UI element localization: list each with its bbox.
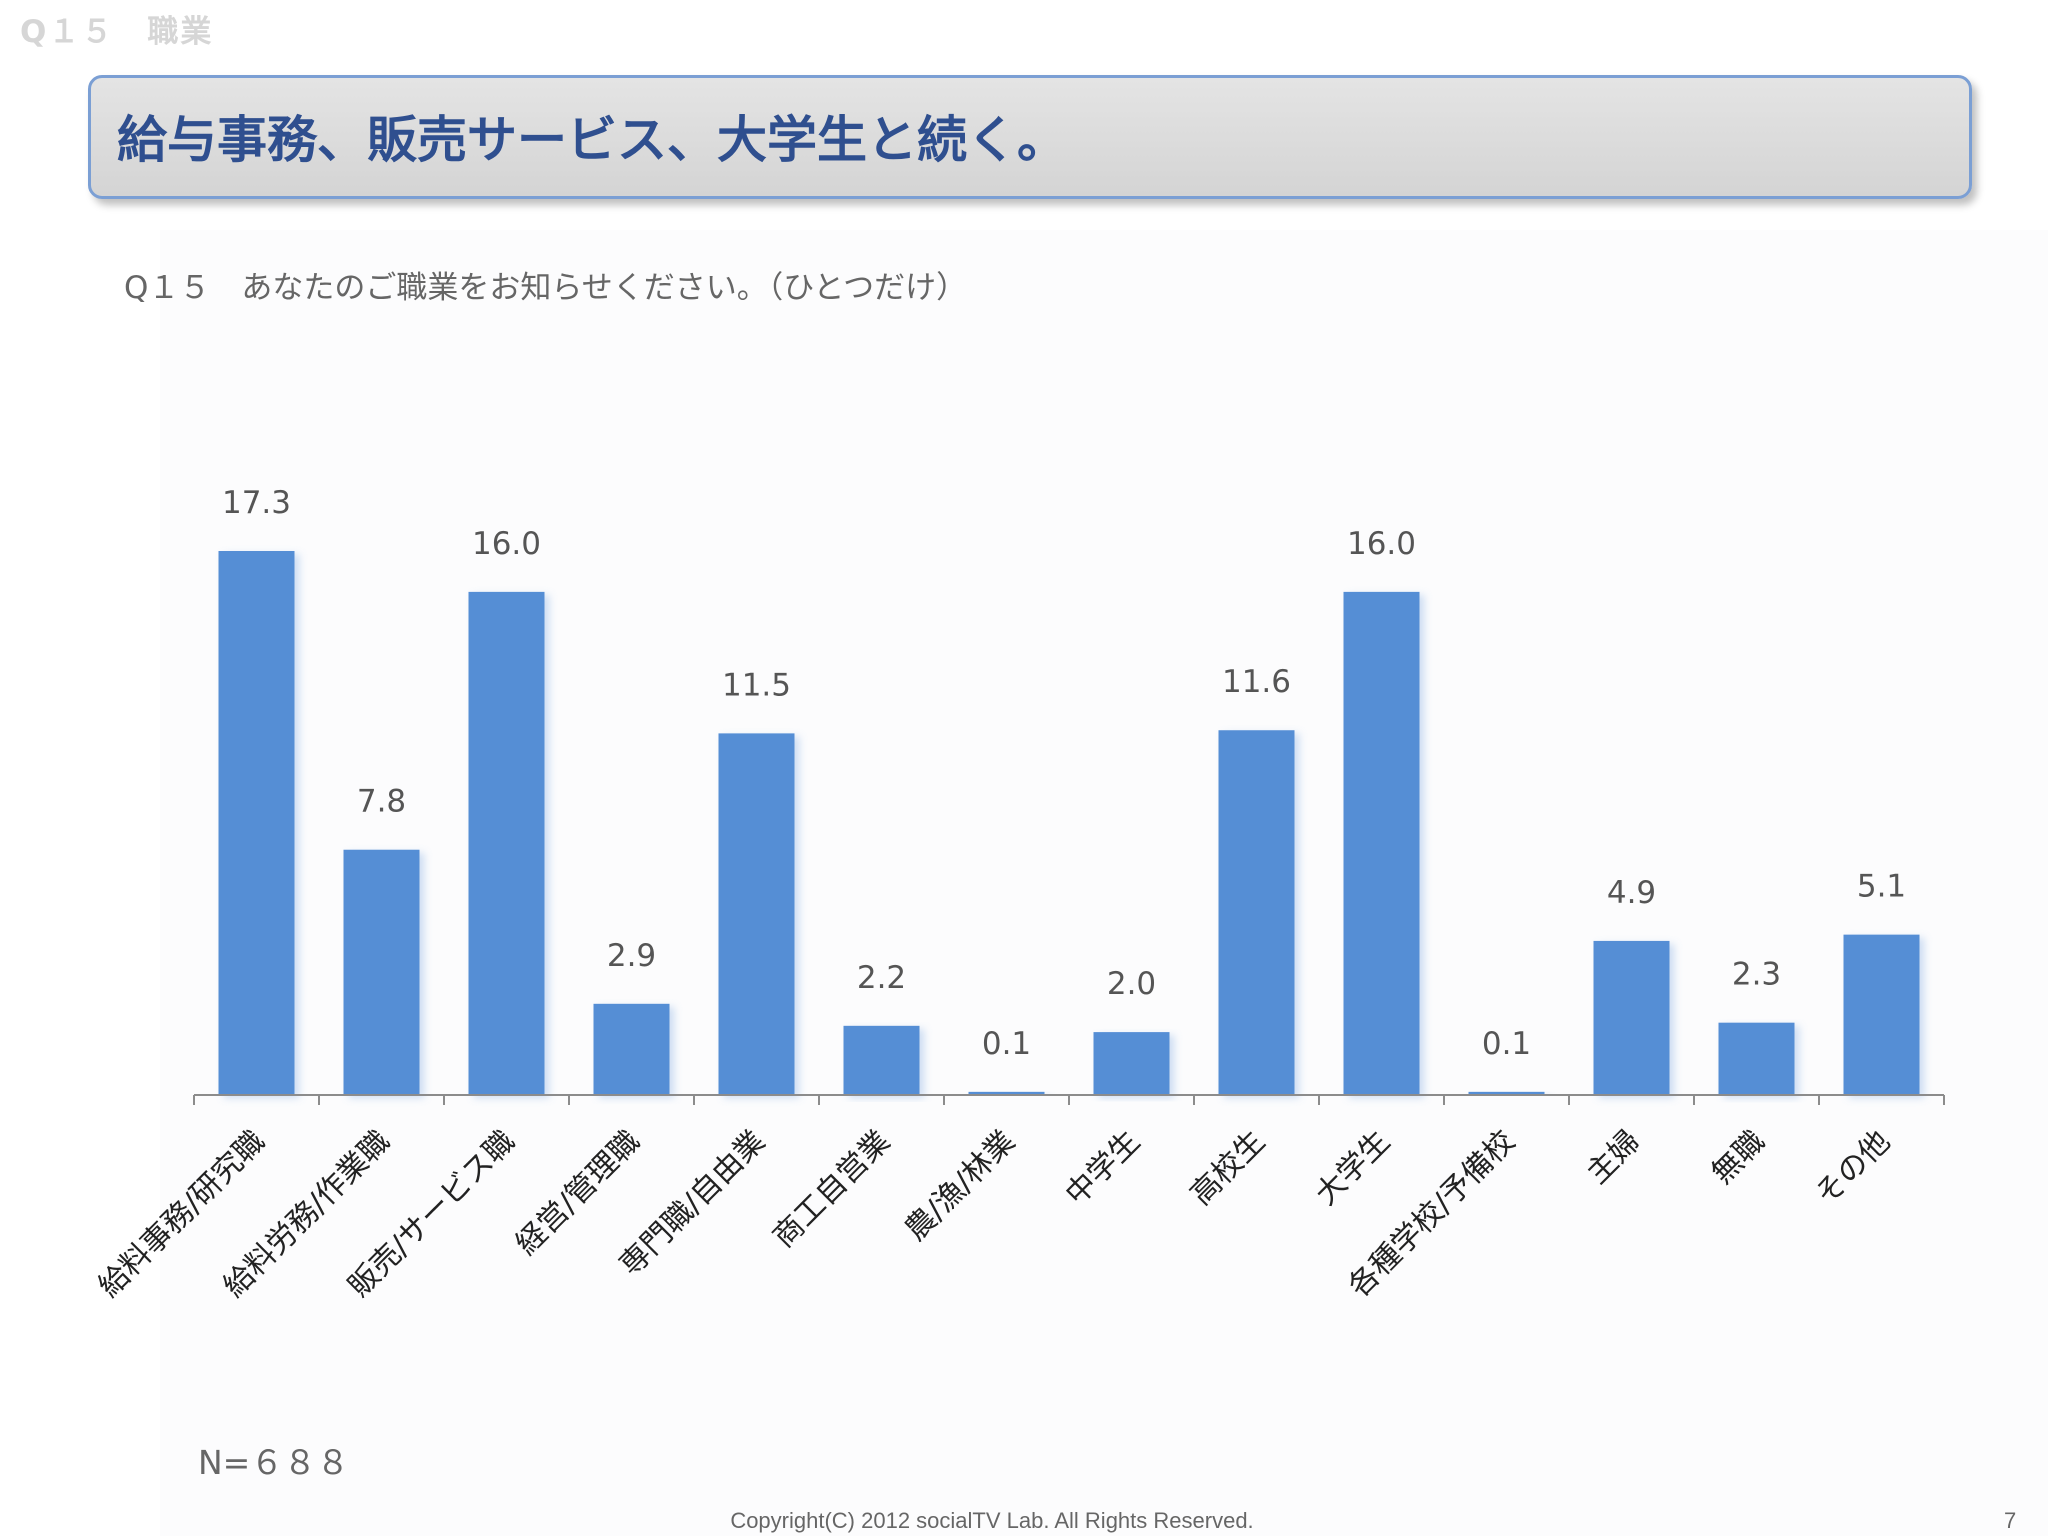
value-label-4: 11.5 — [722, 667, 791, 703]
bar-1 — [343, 849, 420, 1095]
headline-text: 給与事務、販売サービス、大学生と続く。 — [117, 111, 1067, 169]
bar-4 — [718, 733, 795, 1095]
question-text: Q１５ あなたのご職業をお知らせください。（ひとつだけ） — [124, 270, 968, 306]
sample-size-label: N=６８８ — [198, 1443, 350, 1482]
category-label-11: 主婦 — [1580, 1124, 1647, 1191]
category-label-13: その他 — [1809, 1124, 1897, 1212]
bar-7 — [1093, 1032, 1170, 1095]
bar-11 — [1593, 940, 1670, 1095]
value-label-9: 16.0 — [1347, 526, 1416, 562]
value-label-1: 7.8 — [357, 784, 406, 820]
value-label-5: 2.2 — [857, 960, 906, 996]
bar-9 — [1343, 591, 1420, 1095]
bar-13 — [1843, 934, 1920, 1095]
value-label-10: 0.1 — [1482, 1026, 1531, 1062]
category-label-6: 農/漁/林業 — [898, 1124, 1022, 1248]
category-label-12: 無職 — [1705, 1124, 1772, 1191]
value-label-12: 2.3 — [1732, 957, 1781, 993]
bar-5 — [843, 1025, 920, 1095]
value-label-8: 11.6 — [1222, 664, 1291, 700]
bar-12 — [1718, 1022, 1795, 1095]
value-label-3: 2.9 — [607, 938, 656, 974]
bar-0 — [218, 551, 295, 1095]
section-label: Q１５ 職業 — [20, 14, 214, 50]
headline-banner: 給与事務、販売サービス、大学生と続く。 — [88, 75, 1972, 199]
category-label-7: 中学生 — [1059, 1124, 1147, 1212]
bar-6 — [968, 1091, 1045, 1095]
value-label-7: 2.0 — [1107, 966, 1156, 1002]
value-label-6: 0.1 — [982, 1026, 1031, 1062]
category-label-5: 商工自営業 — [766, 1124, 897, 1255]
bar-2 — [468, 591, 545, 1095]
bar-3 — [593, 1003, 670, 1095]
copyright-footer: Copyright(C) 2012 socialTV Lab. All Righ… — [730, 1508, 1254, 1533]
value-label-11: 4.9 — [1607, 875, 1656, 911]
page-number: 7 — [2004, 1508, 2017, 1533]
category-label-8: 高校生 — [1184, 1124, 1272, 1212]
bar-8 — [1218, 730, 1295, 1095]
value-label-2: 16.0 — [472, 526, 541, 562]
category-label-9: 大学生 — [1309, 1124, 1397, 1212]
bar-10 — [1468, 1091, 1545, 1095]
value-label-0: 17.3 — [222, 485, 291, 521]
value-label-13: 5.1 — [1857, 869, 1906, 905]
category-label-3: 経営/管理職 — [509, 1124, 647, 1262]
